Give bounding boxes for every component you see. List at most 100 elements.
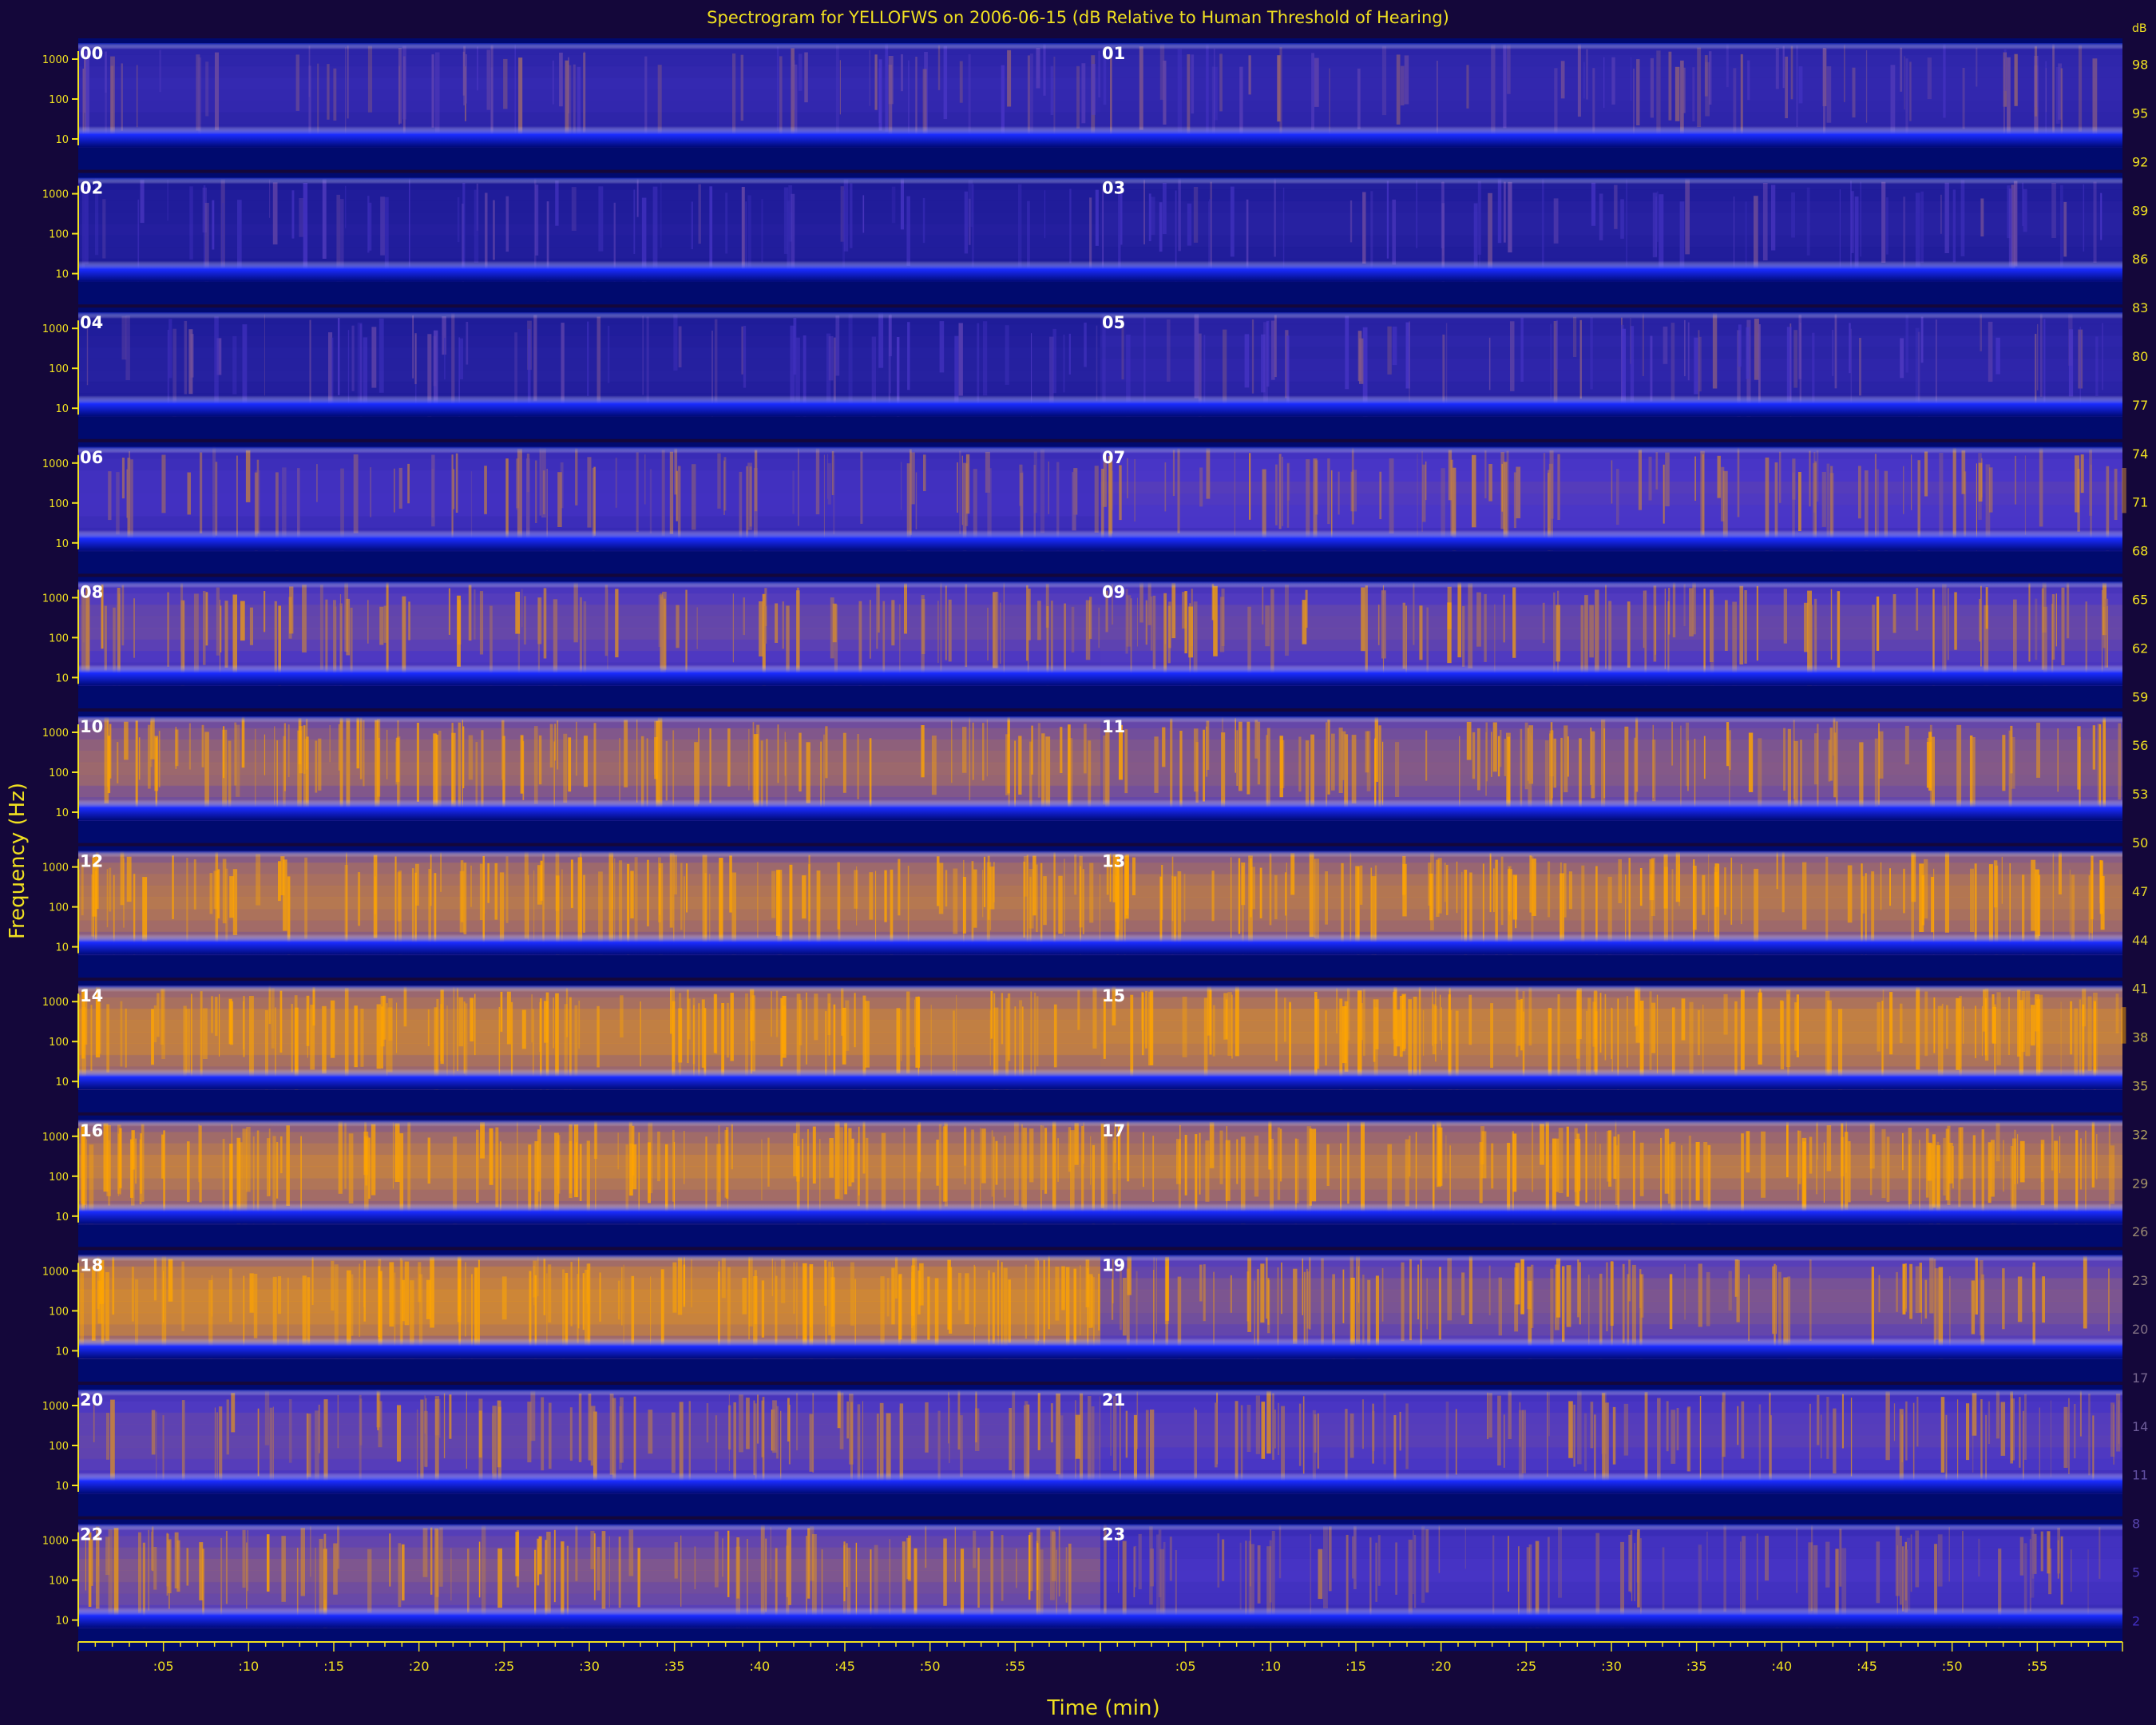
band-shading [78, 43, 1100, 147]
y-tick-label: 100 [49, 767, 69, 779]
y-tick-label: 100 [49, 1576, 69, 1588]
spectrogram-panel-21: 21 [1100, 1390, 2122, 1494]
band-shading [1100, 43, 2122, 147]
y-tick-label: 1000 [42, 593, 69, 605]
colorbar-unit: dB [2132, 22, 2147, 35]
spectrogram-panel-23: 23 [1100, 1524, 2122, 1629]
band-shading [1100, 851, 2122, 955]
y-tick-label: 1000 [42, 458, 69, 470]
x-tick-label: :25 [1516, 1659, 1536, 1674]
x-tick-label: :30 [1601, 1659, 1622, 1674]
band-shading [1100, 985, 2122, 1090]
colorbar-tick-label: 17 [2132, 1370, 2148, 1386]
band-shading [1100, 446, 2122, 551]
x-tick-label: :20 [1431, 1659, 1452, 1674]
band-shading [1100, 177, 2122, 282]
y-tick-label: 1000 [42, 189, 69, 201]
band-shading [78, 985, 1100, 1090]
y-tick-label: 1000 [42, 997, 69, 1009]
hour-label: 04 [80, 313, 103, 332]
y-tick-label: 100 [49, 1441, 69, 1453]
spectrogram-panel-11: 11 [1100, 716, 2122, 821]
band-shading [78, 581, 1100, 686]
x-tick-label: :50 [1942, 1659, 1963, 1674]
spectrogram-panel-19: 19 [1100, 1255, 2122, 1359]
x-tick-label: :45 [1857, 1659, 1877, 1674]
hour-label: 14 [80, 986, 103, 1005]
y-tick-label: 100 [49, 1172, 69, 1184]
hour-label: 10 [80, 717, 103, 736]
colorbar-tick-label: 35 [2132, 1079, 2148, 1094]
colorbar-tick-label: 74 [2132, 446, 2148, 462]
x-tick-label: :35 [664, 1659, 685, 1674]
x-tick-label: :40 [749, 1659, 770, 1674]
x-tick-label: :15 [323, 1659, 344, 1674]
band-shading [1100, 1255, 2122, 1359]
x-tick-label: :30 [579, 1659, 600, 1674]
band-shading [78, 851, 1100, 955]
hour-label: 23 [1102, 1525, 1125, 1545]
y-tick-label: 1000 [42, 1132, 69, 1144]
hour-label: 09 [1102, 582, 1125, 601]
colorbar-tick-label: 47 [2132, 884, 2148, 899]
colorbar-tick-label: 65 [2132, 593, 2148, 608]
x-tick-label: :45 [834, 1659, 855, 1674]
spectrogram-streak [2121, 1007, 2126, 1044]
spectrogram-panel-03: 03 [1100, 177, 2122, 283]
hour-label: 03 [1102, 179, 1125, 198]
colorbar-tick-label: 80 [2132, 349, 2148, 364]
colorbar-tick-label: 23 [2132, 1273, 2148, 1288]
y-tick-label: 100 [49, 498, 69, 510]
y-tick-label: 1000 [42, 1266, 69, 1278]
band-shading [1100, 1390, 2122, 1493]
spectrogram-panel-07: 07 [1100, 446, 2126, 552]
hour-label: 20 [80, 1390, 103, 1410]
hour-label: 15 [1102, 986, 1125, 1005]
colorbar-tick-label: 86 [2132, 252, 2148, 267]
x-tick-label: :40 [1771, 1659, 1792, 1674]
y-tick-label: 100 [49, 1306, 69, 1318]
y-tick-label: 1000 [42, 862, 69, 874]
y-tick-label: 10 [55, 807, 69, 819]
spectrogram-panel-13: 13 [1100, 851, 2122, 956]
colorbar-tick-label: 32 [2132, 1127, 2148, 1142]
band-shading [78, 716, 1100, 820]
spectrogram-panel-06: 06 [78, 446, 1100, 552]
colorbar-tick-label: 53 [2132, 787, 2148, 802]
x-tick-label: :25 [493, 1659, 514, 1674]
colorbar-tick-label: 68 [2132, 544, 2148, 559]
y-tick-label: 1000 [42, 1536, 69, 1548]
hour-label: 05 [1102, 313, 1125, 332]
spectrogram-panel-22: 22 [78, 1524, 1100, 1629]
y-tick-label: 100 [49, 229, 69, 241]
band-shading [78, 312, 1100, 417]
spectrogram-panel-02: 02 [78, 177, 1100, 283]
band-shading [1100, 1120, 2122, 1224]
hour-label: 18 [80, 1255, 103, 1275]
spectrogram-panel-08: 08 [78, 581, 1100, 686]
spectrogram-panel-16: 16 [78, 1120, 1100, 1225]
y-tick-label: 100 [49, 363, 69, 375]
colorbar-tick-label: 92 [2132, 154, 2148, 169]
band-shading [78, 446, 1100, 551]
x-tick-label: :55 [2027, 1659, 2047, 1674]
y-tick-label: 100 [49, 1037, 69, 1049]
colorbar-tick-label: 5 [2132, 1565, 2140, 1580]
y-tick-label: 100 [49, 902, 69, 914]
y-tick-label: 1000 [42, 323, 69, 335]
colorbar-tick-label: 50 [2132, 835, 2148, 851]
colorbar-tick-label: 59 [2132, 689, 2148, 704]
x-axis-label: Time (min) [1047, 1696, 1160, 1720]
spectrogram-panel-09: 09 [1100, 581, 2122, 686]
band-shading [1100, 581, 2122, 686]
y-tick-label: 1000 [42, 1401, 69, 1413]
x-tick-label: :55 [1005, 1659, 1025, 1674]
x-tick-label: :50 [920, 1659, 941, 1674]
band-shading [78, 1524, 1100, 1628]
spectrogram-panel-00: 00 [78, 43, 1103, 148]
band-shading [1100, 716, 2122, 820]
y-tick-label: 10 [55, 942, 69, 954]
x-tick-label: :10 [238, 1659, 259, 1674]
spectrogram-panel-01: 01 [1100, 43, 2122, 148]
